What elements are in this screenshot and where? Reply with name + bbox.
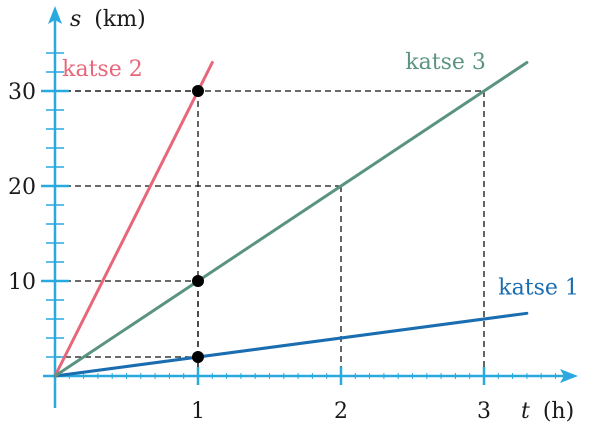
- y-tick-label: 10: [8, 270, 36, 295]
- x-axis-title: t (h): [521, 399, 574, 424]
- x-axis-arrowhead: [560, 369, 578, 383]
- marked-points: [192, 85, 204, 363]
- x-tick-label: 2: [334, 399, 348, 424]
- major-ticks: [41, 89, 486, 385]
- series-labels: katse 1 katse 2 katse 3: [62, 50, 579, 300]
- axes: [43, 6, 578, 408]
- data-point: [192, 351, 204, 363]
- series-line-katse-2: [53, 61, 214, 378]
- y-tick-label: 30: [8, 80, 36, 105]
- data-point: [192, 275, 204, 287]
- series-line-katse-3: [53, 61, 529, 378]
- guide-lines: [55, 90, 485, 376]
- series-line-katse-1: [53, 311, 529, 378]
- x-tick-label: 3: [477, 399, 491, 424]
- series-lines: [53, 61, 529, 378]
- data-point: [192, 85, 204, 97]
- y-axis-title: s (km): [70, 7, 146, 32]
- series-label-katse-2: katse 2: [62, 57, 143, 82]
- series-label-katse-3: katse 3: [405, 50, 486, 75]
- y-axis-arrowhead: [48, 6, 62, 24]
- x-tick-label: 1: [191, 399, 205, 424]
- y-tick-label: 20: [8, 175, 36, 200]
- series-label-katse-1: katse 1: [498, 275, 579, 300]
- tick-labels: 10 20 30 1 2 3: [8, 80, 491, 424]
